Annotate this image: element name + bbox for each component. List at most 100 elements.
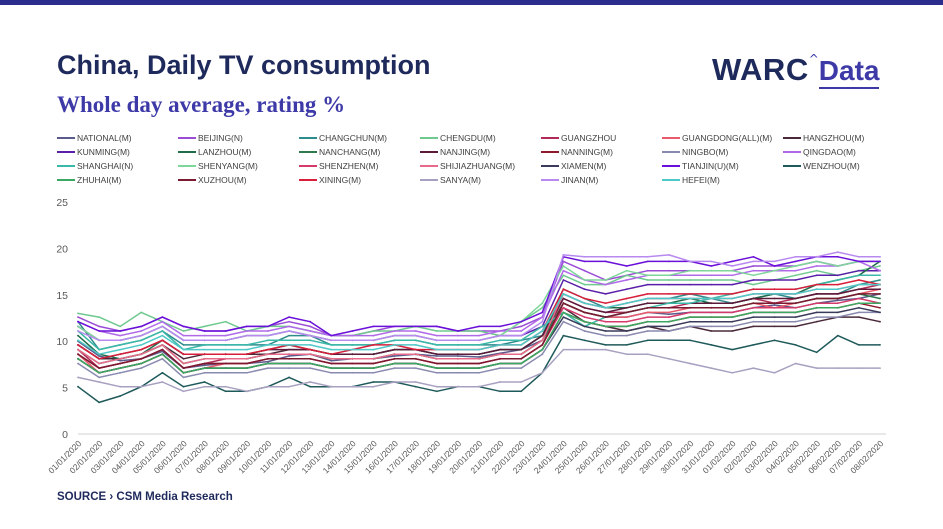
data-point [161,320,164,323]
data-point [710,297,713,300]
data-point [646,353,649,356]
data-point [689,316,691,318]
legend-item-lanzhou-m: LANZHOU(M) [178,145,299,158]
data-point [267,367,269,369]
legend-item-xining-m: XINING(M) [299,173,420,186]
legend-swatch [178,136,196,139]
data-point [689,297,691,300]
data-point [541,311,544,314]
data-point [457,355,459,357]
logo-caret: ^ [808,52,819,66]
data-point [330,357,333,360]
legend-label: NANCHANG(M) [319,146,381,157]
data-point [583,279,586,281]
data-point [98,330,100,332]
data-point [478,353,480,356]
data-point [731,320,734,323]
data-point [710,330,713,332]
data-point [773,302,776,305]
data-point [478,356,480,358]
data-point [879,269,881,272]
data-point [203,344,206,346]
data-point [773,297,776,300]
data-point [267,362,269,365]
legend-swatch [783,150,801,153]
data-point [499,325,501,328]
data-point [541,339,544,342]
data-point [625,265,628,267]
legend-swatch [299,150,317,153]
data-point [879,255,881,258]
legend-label: NINGBO(M) [682,146,729,157]
data-point [478,334,480,337]
series-ningbo-m [77,311,881,379]
data-point [520,320,523,323]
data-point [668,274,670,277]
data-point [435,357,438,360]
data-point [625,274,628,277]
data-point [309,330,312,332]
data-point [119,353,122,356]
legend-item-shanghai-n: SHANGHAI(N) [57,159,178,172]
series-hangzhou-m [77,306,881,360]
data-point [710,293,713,295]
data-point [731,348,734,351]
top-accent-bar [0,0,943,5]
data-point [140,311,143,314]
data-point [752,283,755,286]
data-point [815,260,818,263]
data-point [879,279,881,281]
data-point [457,367,459,369]
data-point [393,381,396,383]
legend-item-sanya-m: SANYA(M) [420,173,541,186]
data-point [562,265,565,267]
data-point [435,330,438,332]
data-point [646,302,649,305]
data-point [478,348,480,351]
data-point [836,297,839,300]
data-point [203,325,206,328]
data-point [689,311,691,314]
data-point [710,279,713,281]
data-point [140,339,143,342]
data-point [773,293,776,295]
data-point [815,297,818,300]
data-point [77,385,79,388]
data-point [625,279,628,281]
data-point [520,325,523,328]
data-point [773,279,776,281]
legend-label: GUANGDONG(ALL)(M) [682,132,773,143]
data-point [414,334,417,337]
data-point [604,260,607,263]
data-point [267,344,269,346]
legend-swatch [662,136,680,139]
data-point [646,339,649,342]
data-point [836,299,839,302]
data-point [836,293,839,295]
legend-swatch [783,136,801,139]
data-point [351,385,354,388]
legend-label: ZHUHAI(M) [77,174,122,185]
data-point [224,362,227,365]
data-point [815,351,818,354]
data-point [858,297,860,300]
data-point [583,330,586,332]
data-point [499,357,501,360]
data-point [794,362,797,365]
data-point [731,265,734,267]
legend-label: GUANGZHOU [561,132,617,143]
data-point [815,302,818,305]
data-point [203,362,206,365]
data-point [668,339,670,342]
series-line-hangzhou-m [77,307,881,360]
data-point [77,376,79,379]
data-point [119,334,122,337]
data-point [309,367,312,369]
legend-item-nanchang-m: NANCHANG(M) [299,145,420,158]
data-point [245,357,248,360]
data-point [562,279,565,281]
legend-swatch [57,164,75,167]
data-point [604,283,607,286]
data-point [330,385,333,388]
legend-label: CHENGDU(M) [440,132,496,143]
